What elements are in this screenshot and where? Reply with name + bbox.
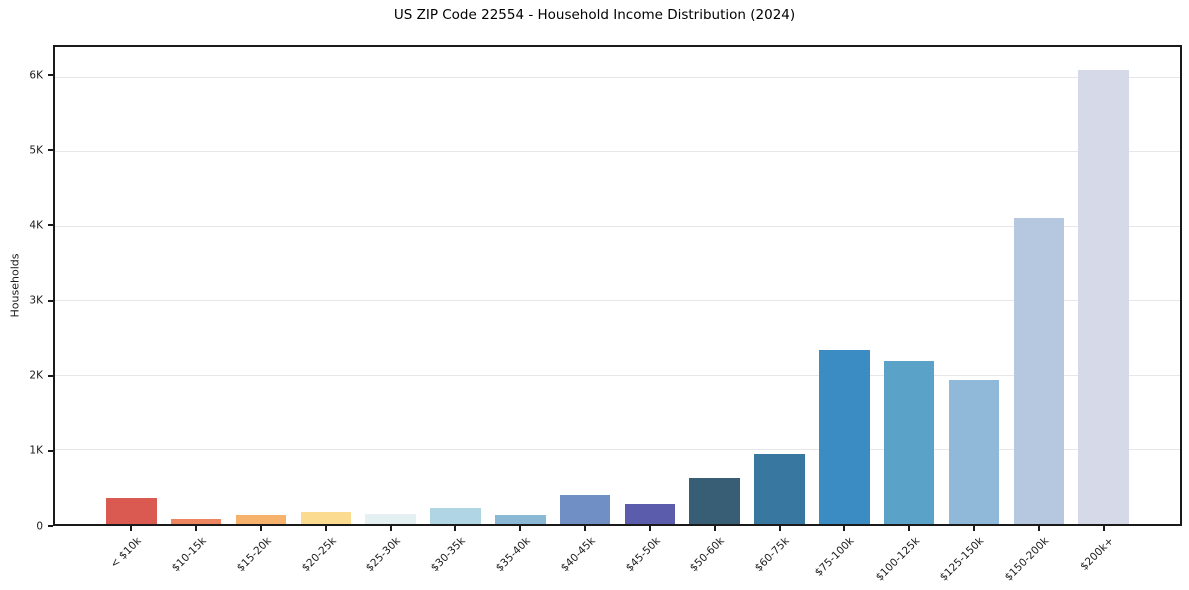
bar — [754, 453, 805, 524]
bar — [883, 361, 935, 524]
gridline — [55, 151, 1180, 153]
x-tick-label: $30-35k — [428, 535, 468, 575]
x-tick-label: $125-150k — [937, 535, 987, 584]
bar-slot: $60-75k — [747, 47, 812, 574]
x-tick-mark — [713, 526, 716, 531]
y-tick-mark — [48, 224, 53, 227]
x-tick-label: $200k+ — [1078, 535, 1117, 573]
x-tick-mark — [778, 526, 781, 531]
gridline — [55, 374, 1180, 376]
x-tick-label: $100-125k — [873, 535, 922, 584]
bar-slot: $35-40k — [488, 47, 553, 574]
bar-slot: $100-125k — [873, 47, 942, 584]
bar — [624, 503, 676, 524]
x-tick-label: $15-20k — [234, 535, 274, 575]
x-tick-mark — [454, 526, 457, 531]
x-tick-label: $50-60k — [688, 535, 728, 575]
x-tick-label: $35-40k — [493, 535, 533, 575]
y-tick-label: 4K — [29, 219, 43, 232]
y-tick-mark — [48, 525, 53, 527]
y-tick-mark — [48, 74, 53, 77]
x-tick-mark — [1037, 526, 1040, 531]
x-tick-mark — [260, 526, 263, 531]
bar-slot: $45-50k — [618, 47, 683, 574]
bar — [948, 379, 1000, 524]
gridline — [55, 76, 1180, 78]
x-tick-label: $25-30k — [364, 535, 404, 575]
bars-container: < $10k $10-15k $15-20k $20-25k $25-30k $30-35… — [55, 47, 1180, 584]
x-tick-mark — [1102, 526, 1105, 531]
bar-slot: $15-20k — [229, 47, 294, 574]
x-tick-mark — [324, 526, 327, 531]
x-tick-mark — [195, 526, 198, 531]
x-tick-label: $45-50k — [623, 535, 663, 575]
x-tick-mark — [130, 526, 133, 531]
y-tick-mark — [48, 449, 53, 452]
y-tick-label: 1K — [29, 444, 43, 457]
x-tick-mark — [843, 526, 846, 531]
y-tick-label: 6K — [29, 68, 43, 81]
y-tick-label: 2K — [29, 369, 43, 382]
y-tick-mark — [48, 299, 53, 302]
y-tick-label: 5K — [29, 143, 43, 156]
x-tick-mark — [389, 526, 392, 531]
y-tick-mark — [48, 374, 53, 377]
x-tick-label: $150-200k — [1002, 535, 1052, 584]
x-tick-label: < $10k — [108, 535, 144, 571]
plot-area: < $10k $10-15k $15-20k $20-25k $25-30k $30-35… — [53, 45, 1182, 584]
y-tick-mark — [48, 149, 53, 152]
bar-slot: $20-25k — [293, 47, 358, 574]
gridline — [55, 300, 1180, 302]
bar — [235, 514, 287, 524]
bar — [819, 349, 870, 524]
x-tick-label: $40-45k — [558, 535, 598, 575]
bar-slot: < $10k — [99, 47, 164, 571]
x-tick-label: $75-100k — [813, 535, 857, 579]
bar — [365, 514, 416, 524]
bar-slot: $10-15k — [164, 47, 229, 574]
gridline — [55, 449, 1180, 451]
x-tick-mark — [519, 526, 522, 531]
bar-slot: $30-35k — [423, 47, 488, 574]
bar-slot: $40-45k — [553, 47, 618, 574]
bar-slot: $125-150k — [938, 47, 1007, 584]
bar-slot: $150-200k — [1003, 47, 1071, 584]
x-tick-mark — [648, 526, 651, 531]
gridline — [55, 225, 1180, 227]
chart-title: US ZIP Code 22554 - Household Income Dis… — [393, 7, 796, 23]
bar-slot: $50-60k — [682, 47, 747, 574]
bar — [170, 519, 222, 524]
y-tick-label: 0 — [36, 519, 43, 532]
bar — [1013, 217, 1065, 524]
x-tick-label: $60-75k — [752, 535, 793, 575]
bar-slot: $25-30k — [358, 47, 423, 574]
x-tick-mark — [584, 526, 587, 531]
y-tick-label: 3K — [29, 294, 43, 307]
bar-slot: $75-100k — [812, 47, 877, 579]
bar — [689, 478, 740, 524]
bar — [559, 494, 611, 524]
bar — [300, 512, 352, 524]
x-tick-label: $20-25k — [299, 535, 339, 575]
bar — [495, 515, 546, 524]
bar-slot: $200k+ — [1071, 47, 1136, 573]
bar — [430, 507, 481, 524]
bar — [1078, 70, 1129, 524]
y-axis: 0 1K 2K 3K 4K 5K 6K — [0, 45, 53, 531]
x-tick-mark — [908, 526, 911, 531]
x-tick-label: $10-15k — [169, 535, 209, 575]
bar — [106, 497, 157, 524]
x-tick-mark — [972, 526, 975, 531]
